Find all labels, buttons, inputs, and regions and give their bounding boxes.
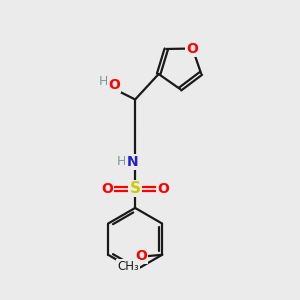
Text: CH₃: CH₃ [117,260,139,273]
Text: O: O [108,78,120,92]
Text: O: O [158,182,169,196]
Text: O: O [135,249,147,263]
Text: N: N [126,155,138,169]
Text: S: S [130,181,141,196]
Text: H: H [117,155,127,168]
Text: O: O [101,182,113,196]
Text: O: O [187,41,198,56]
Text: H: H [99,75,109,88]
